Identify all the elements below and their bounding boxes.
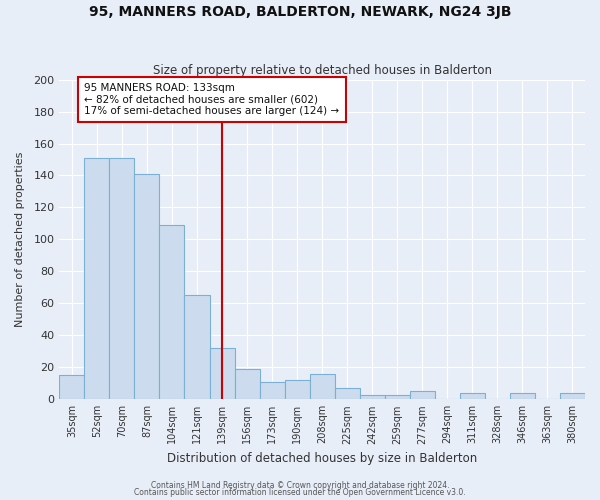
- Bar: [284, 380, 310, 400]
- Bar: [335, 388, 360, 400]
- Bar: [310, 374, 335, 400]
- Text: 95, MANNERS ROAD, BALDERTON, NEWARK, NG24 3JB: 95, MANNERS ROAD, BALDERTON, NEWARK, NG2…: [89, 5, 511, 19]
- Bar: [560, 393, 585, 400]
- Y-axis label: Number of detached properties: Number of detached properties: [15, 152, 25, 327]
- Bar: [109, 158, 134, 400]
- Bar: [360, 394, 385, 400]
- Bar: [235, 369, 260, 400]
- Text: Contains HM Land Registry data © Crown copyright and database right 2024.: Contains HM Land Registry data © Crown c…: [151, 480, 449, 490]
- Bar: [134, 174, 160, 400]
- Bar: [260, 382, 284, 400]
- Bar: [510, 393, 535, 400]
- Title: Size of property relative to detached houses in Balderton: Size of property relative to detached ho…: [152, 64, 491, 77]
- Bar: [184, 296, 209, 400]
- Bar: [209, 348, 235, 400]
- Bar: [85, 158, 109, 400]
- X-axis label: Distribution of detached houses by size in Balderton: Distribution of detached houses by size …: [167, 452, 477, 465]
- Text: Contains public sector information licensed under the Open Government Licence v3: Contains public sector information licen…: [134, 488, 466, 497]
- Bar: [385, 394, 410, 400]
- Bar: [410, 392, 435, 400]
- Bar: [160, 225, 184, 400]
- Bar: [460, 393, 485, 400]
- Text: 95 MANNERS ROAD: 133sqm
← 82% of detached houses are smaller (602)
17% of semi-d: 95 MANNERS ROAD: 133sqm ← 82% of detache…: [85, 83, 340, 116]
- Bar: [59, 376, 85, 400]
